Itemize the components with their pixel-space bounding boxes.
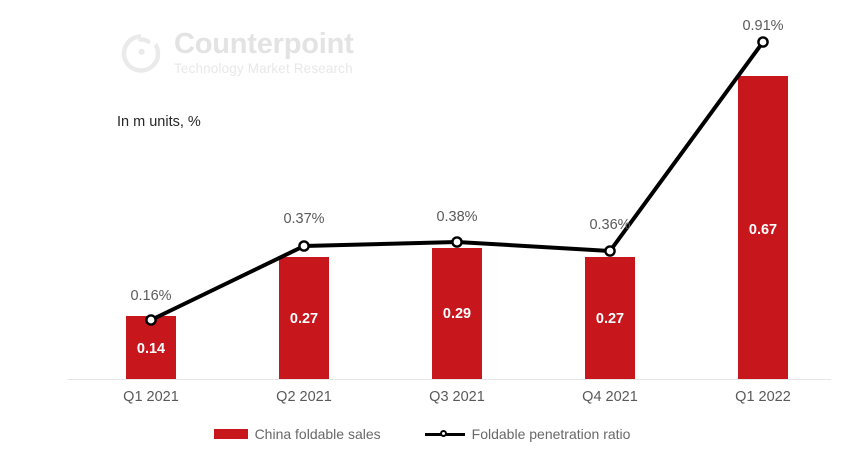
bar-value-label-q1-2021: 0.14 <box>136 341 166 357</box>
bar-value-label-q1-2022: 0.67 <box>748 222 778 238</box>
legend-label-foldable-penetration-ratio: Foldable penetration ratio <box>471 426 631 442</box>
x-axis-label-q3-2021: Q3 2021 <box>429 389 485 405</box>
bar-value-label-q3-2021: 0.29 <box>442 306 472 322</box>
chart-legend: China foldable sales Foldable penetratio… <box>0 426 844 442</box>
legend-bar-swatch-icon <box>213 429 248 439</box>
point-value-label-q1-2022: 0.91% <box>742 18 784 34</box>
legend-label-china-foldable-sales: China foldable sales <box>254 426 381 442</box>
point-value-label-q3-2021: 0.38% <box>436 209 478 225</box>
legend-item-china-foldable-sales[interactable]: China foldable sales <box>213 426 381 442</box>
x-axis-label-q4-2021: Q4 2021 <box>582 389 638 405</box>
bar-q1-2021 <box>126 316 176 379</box>
x-axis-label-q1-2021: Q1 2021 <box>123 389 179 405</box>
bar-value-label-q2-2021: 0.27 <box>289 311 319 327</box>
legend-line-marker-icon <box>424 428 465 440</box>
x-axis-line <box>67 379 831 380</box>
x-axis-label-q1-2022: Q1 2022 <box>735 389 791 405</box>
point-value-label-q4-2021: 0.36% <box>589 217 631 233</box>
point-value-label-q1-2021: 0.16% <box>130 288 172 304</box>
point-value-label-q2-2021: 0.37% <box>283 211 325 227</box>
x-axis-label-q2-2021: Q2 2021 <box>276 389 332 405</box>
bar-value-label-q4-2021: 0.27 <box>595 311 625 327</box>
legend-item-foldable-penetration-ratio[interactable]: Foldable penetration ratio <box>424 426 631 442</box>
